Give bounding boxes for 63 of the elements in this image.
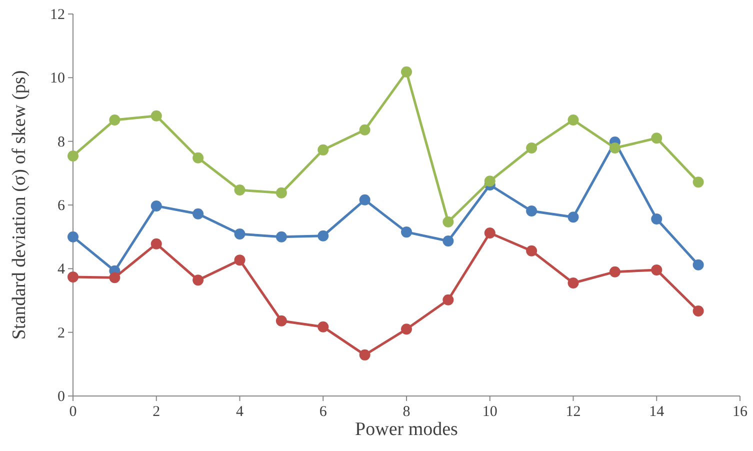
point [359,349,370,360]
point [109,114,120,126]
x-tick-label: 12 [566,404,581,420]
point [484,176,496,187]
point [568,277,579,288]
x-tick-label: 14 [649,404,665,420]
point [401,66,412,78]
point [442,294,454,306]
point [68,231,78,242]
point [442,216,454,228]
point [234,228,246,240]
point [276,315,287,326]
point [401,226,412,238]
point [609,266,620,278]
point [526,206,538,217]
point [359,124,370,136]
y-tick-label: 12 [50,7,65,23]
point [192,152,204,164]
x-tick-label: 10 [482,404,498,420]
point [401,324,412,335]
point [359,194,370,206]
point [68,150,78,162]
point [692,306,704,317]
point [484,228,496,239]
point [276,187,287,198]
point [526,245,538,256]
point [150,238,162,250]
point [568,114,579,126]
point [568,212,579,223]
point [318,144,329,156]
y-tick-label: 10 [50,70,65,87]
x-tick-label: 2 [152,404,160,420]
point [651,214,662,225]
point [609,142,620,154]
y-tick-label: 2 [58,325,65,342]
point [526,142,538,154]
x-axis-title: Power modes [355,419,458,440]
point [150,200,162,212]
point [318,230,329,242]
x-tick-label: 0 [69,404,77,420]
point [442,235,454,246]
y-axis-title: Standard deviation (σ) of skew (ps) [9,70,30,340]
x-tick-label: 16 [732,404,748,420]
point [651,264,662,276]
point [234,184,246,196]
point [150,110,162,122]
x-tick-label: 8 [402,404,410,420]
point [109,272,120,284]
y-tick-label: 4 [58,262,66,278]
x-tick-label: 6 [319,404,328,420]
point [68,271,78,282]
point [192,274,204,286]
point [234,254,246,266]
point [318,321,329,332]
point [692,259,704,270]
point [192,208,204,220]
x-tick-label: 4 [236,404,244,420]
point [692,176,704,188]
y-tick-label: 8 [58,134,65,150]
point [651,132,662,144]
point [276,231,287,242]
y-tick-label: 0 [58,389,65,405]
y-tick-label: 6 [58,198,66,214]
